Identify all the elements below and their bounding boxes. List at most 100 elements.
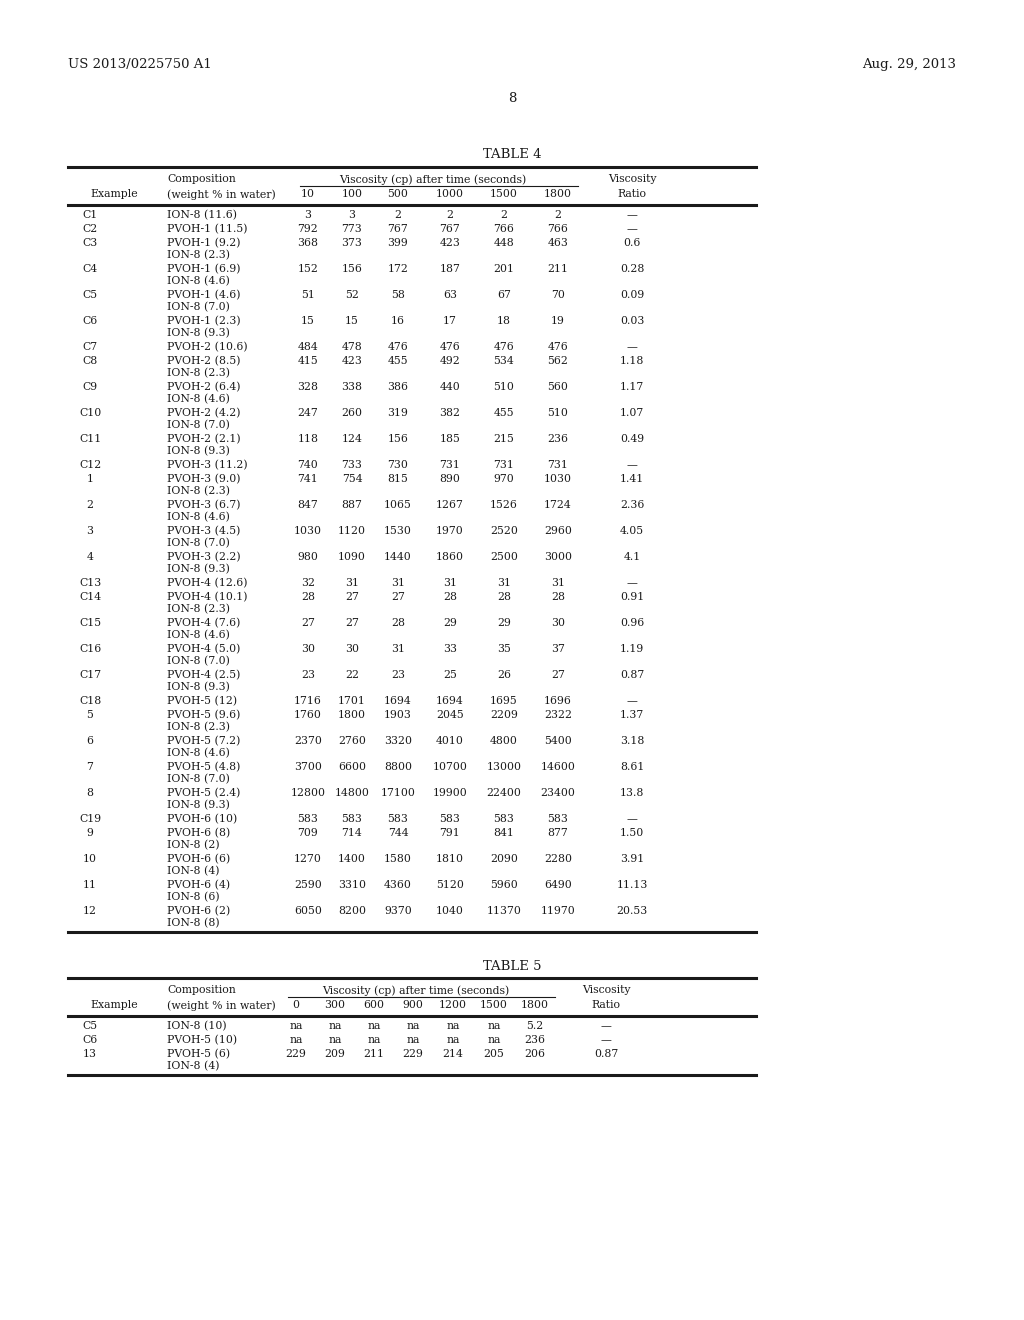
Text: 1400: 1400 bbox=[338, 854, 366, 865]
Text: 156: 156 bbox=[342, 264, 362, 275]
Text: Viscosity: Viscosity bbox=[608, 174, 656, 183]
Text: 386: 386 bbox=[387, 381, 409, 392]
Text: C19: C19 bbox=[79, 814, 101, 824]
Text: 980: 980 bbox=[298, 552, 318, 562]
Text: US 2013/0225750 A1: US 2013/0225750 A1 bbox=[68, 58, 212, 71]
Text: ION-8 (4): ION-8 (4) bbox=[167, 1061, 219, 1072]
Text: 1526: 1526 bbox=[490, 500, 518, 510]
Text: 32: 32 bbox=[301, 578, 315, 587]
Text: 6490: 6490 bbox=[544, 880, 571, 890]
Text: C5: C5 bbox=[83, 1020, 97, 1031]
Text: Viscosity (cp) after time (seconds): Viscosity (cp) after time (seconds) bbox=[339, 174, 526, 185]
Text: C3: C3 bbox=[82, 238, 97, 248]
Text: 17: 17 bbox=[443, 315, 457, 326]
Text: ION-8 (4.6): ION-8 (4.6) bbox=[167, 512, 229, 523]
Text: 14800: 14800 bbox=[335, 788, 370, 799]
Text: 2045: 2045 bbox=[436, 710, 464, 719]
Text: 2520: 2520 bbox=[490, 525, 518, 536]
Text: 8.61: 8.61 bbox=[620, 762, 644, 772]
Text: 3: 3 bbox=[86, 525, 93, 536]
Text: 476: 476 bbox=[439, 342, 461, 352]
Text: 0.87: 0.87 bbox=[620, 671, 644, 680]
Text: 27: 27 bbox=[301, 618, 315, 628]
Text: Example: Example bbox=[90, 1001, 137, 1010]
Text: 741: 741 bbox=[298, 474, 318, 484]
Text: na: na bbox=[446, 1035, 460, 1045]
Text: C7: C7 bbox=[83, 342, 97, 352]
Text: 792: 792 bbox=[298, 224, 318, 234]
Text: 754: 754 bbox=[342, 474, 362, 484]
Text: 583: 583 bbox=[548, 814, 568, 824]
Text: 15: 15 bbox=[345, 315, 359, 326]
Text: 415: 415 bbox=[298, 356, 318, 366]
Text: C13: C13 bbox=[79, 578, 101, 587]
Text: 382: 382 bbox=[439, 408, 461, 418]
Text: 4: 4 bbox=[87, 552, 93, 562]
Text: C10: C10 bbox=[79, 408, 101, 418]
Text: ION-8 (10): ION-8 (10) bbox=[167, 1020, 226, 1031]
Text: 260: 260 bbox=[341, 408, 362, 418]
Text: —: — bbox=[627, 696, 637, 706]
Text: Ratio: Ratio bbox=[617, 189, 646, 199]
Text: 1716: 1716 bbox=[294, 696, 322, 706]
Text: PVOH-3 (6.7): PVOH-3 (6.7) bbox=[167, 500, 241, 511]
Text: 3310: 3310 bbox=[338, 880, 366, 890]
Text: PVOH-6 (2): PVOH-6 (2) bbox=[167, 906, 230, 916]
Text: 15: 15 bbox=[301, 315, 315, 326]
Text: C15: C15 bbox=[79, 618, 101, 628]
Text: 1.41: 1.41 bbox=[620, 474, 644, 484]
Text: 1120: 1120 bbox=[338, 525, 366, 536]
Text: 1903: 1903 bbox=[384, 710, 412, 719]
Text: na: na bbox=[368, 1035, 381, 1045]
Text: 791: 791 bbox=[439, 828, 461, 838]
Text: 28: 28 bbox=[301, 591, 315, 602]
Text: na: na bbox=[290, 1020, 303, 1031]
Text: 35: 35 bbox=[497, 644, 511, 653]
Text: PVOH-5 (7.2): PVOH-5 (7.2) bbox=[167, 737, 241, 746]
Text: PVOH-5 (12): PVOH-5 (12) bbox=[167, 696, 238, 706]
Text: C4: C4 bbox=[83, 264, 97, 275]
Text: TABLE 4: TABLE 4 bbox=[482, 148, 542, 161]
Text: 423: 423 bbox=[439, 238, 461, 248]
Text: 28: 28 bbox=[551, 591, 565, 602]
Text: 215: 215 bbox=[494, 434, 514, 444]
Text: 2: 2 bbox=[555, 210, 561, 220]
Text: ION-8 (9.3): ION-8 (9.3) bbox=[167, 446, 229, 457]
Text: PVOH-4 (12.6): PVOH-4 (12.6) bbox=[167, 578, 248, 589]
Text: PVOH-1 (2.3): PVOH-1 (2.3) bbox=[167, 315, 241, 326]
Text: 1.17: 1.17 bbox=[620, 381, 644, 392]
Text: 1040: 1040 bbox=[436, 906, 464, 916]
Text: 28: 28 bbox=[443, 591, 457, 602]
Text: 1694: 1694 bbox=[436, 696, 464, 706]
Text: 23400: 23400 bbox=[541, 788, 575, 799]
Text: 510: 510 bbox=[494, 381, 514, 392]
Text: 1500: 1500 bbox=[490, 189, 518, 199]
Text: 211: 211 bbox=[364, 1049, 384, 1059]
Text: 714: 714 bbox=[342, 828, 362, 838]
Text: 13000: 13000 bbox=[486, 762, 521, 772]
Text: 583: 583 bbox=[342, 814, 362, 824]
Text: PVOH-3 (9.0): PVOH-3 (9.0) bbox=[167, 474, 241, 484]
Text: 3: 3 bbox=[304, 210, 311, 220]
Text: 247: 247 bbox=[298, 408, 318, 418]
Text: 25: 25 bbox=[443, 671, 457, 680]
Text: 731: 731 bbox=[548, 459, 568, 470]
Text: 30: 30 bbox=[345, 644, 359, 653]
Text: 731: 731 bbox=[494, 459, 514, 470]
Text: 2370: 2370 bbox=[294, 737, 322, 746]
Text: 3: 3 bbox=[348, 210, 355, 220]
Text: 2209: 2209 bbox=[490, 710, 518, 719]
Text: 841: 841 bbox=[494, 828, 514, 838]
Text: 534: 534 bbox=[494, 356, 514, 366]
Text: 1760: 1760 bbox=[294, 710, 322, 719]
Text: 338: 338 bbox=[341, 381, 362, 392]
Text: 20.53: 20.53 bbox=[616, 906, 647, 916]
Text: 10: 10 bbox=[83, 854, 97, 865]
Text: 0.87: 0.87 bbox=[594, 1049, 618, 1059]
Text: PVOH-5 (10): PVOH-5 (10) bbox=[167, 1035, 238, 1045]
Text: PVOH-3 (4.5): PVOH-3 (4.5) bbox=[167, 525, 241, 536]
Text: 730: 730 bbox=[387, 459, 409, 470]
Text: 1800: 1800 bbox=[521, 1001, 549, 1010]
Text: 1.18: 1.18 bbox=[620, 356, 644, 366]
Text: —: — bbox=[600, 1020, 611, 1031]
